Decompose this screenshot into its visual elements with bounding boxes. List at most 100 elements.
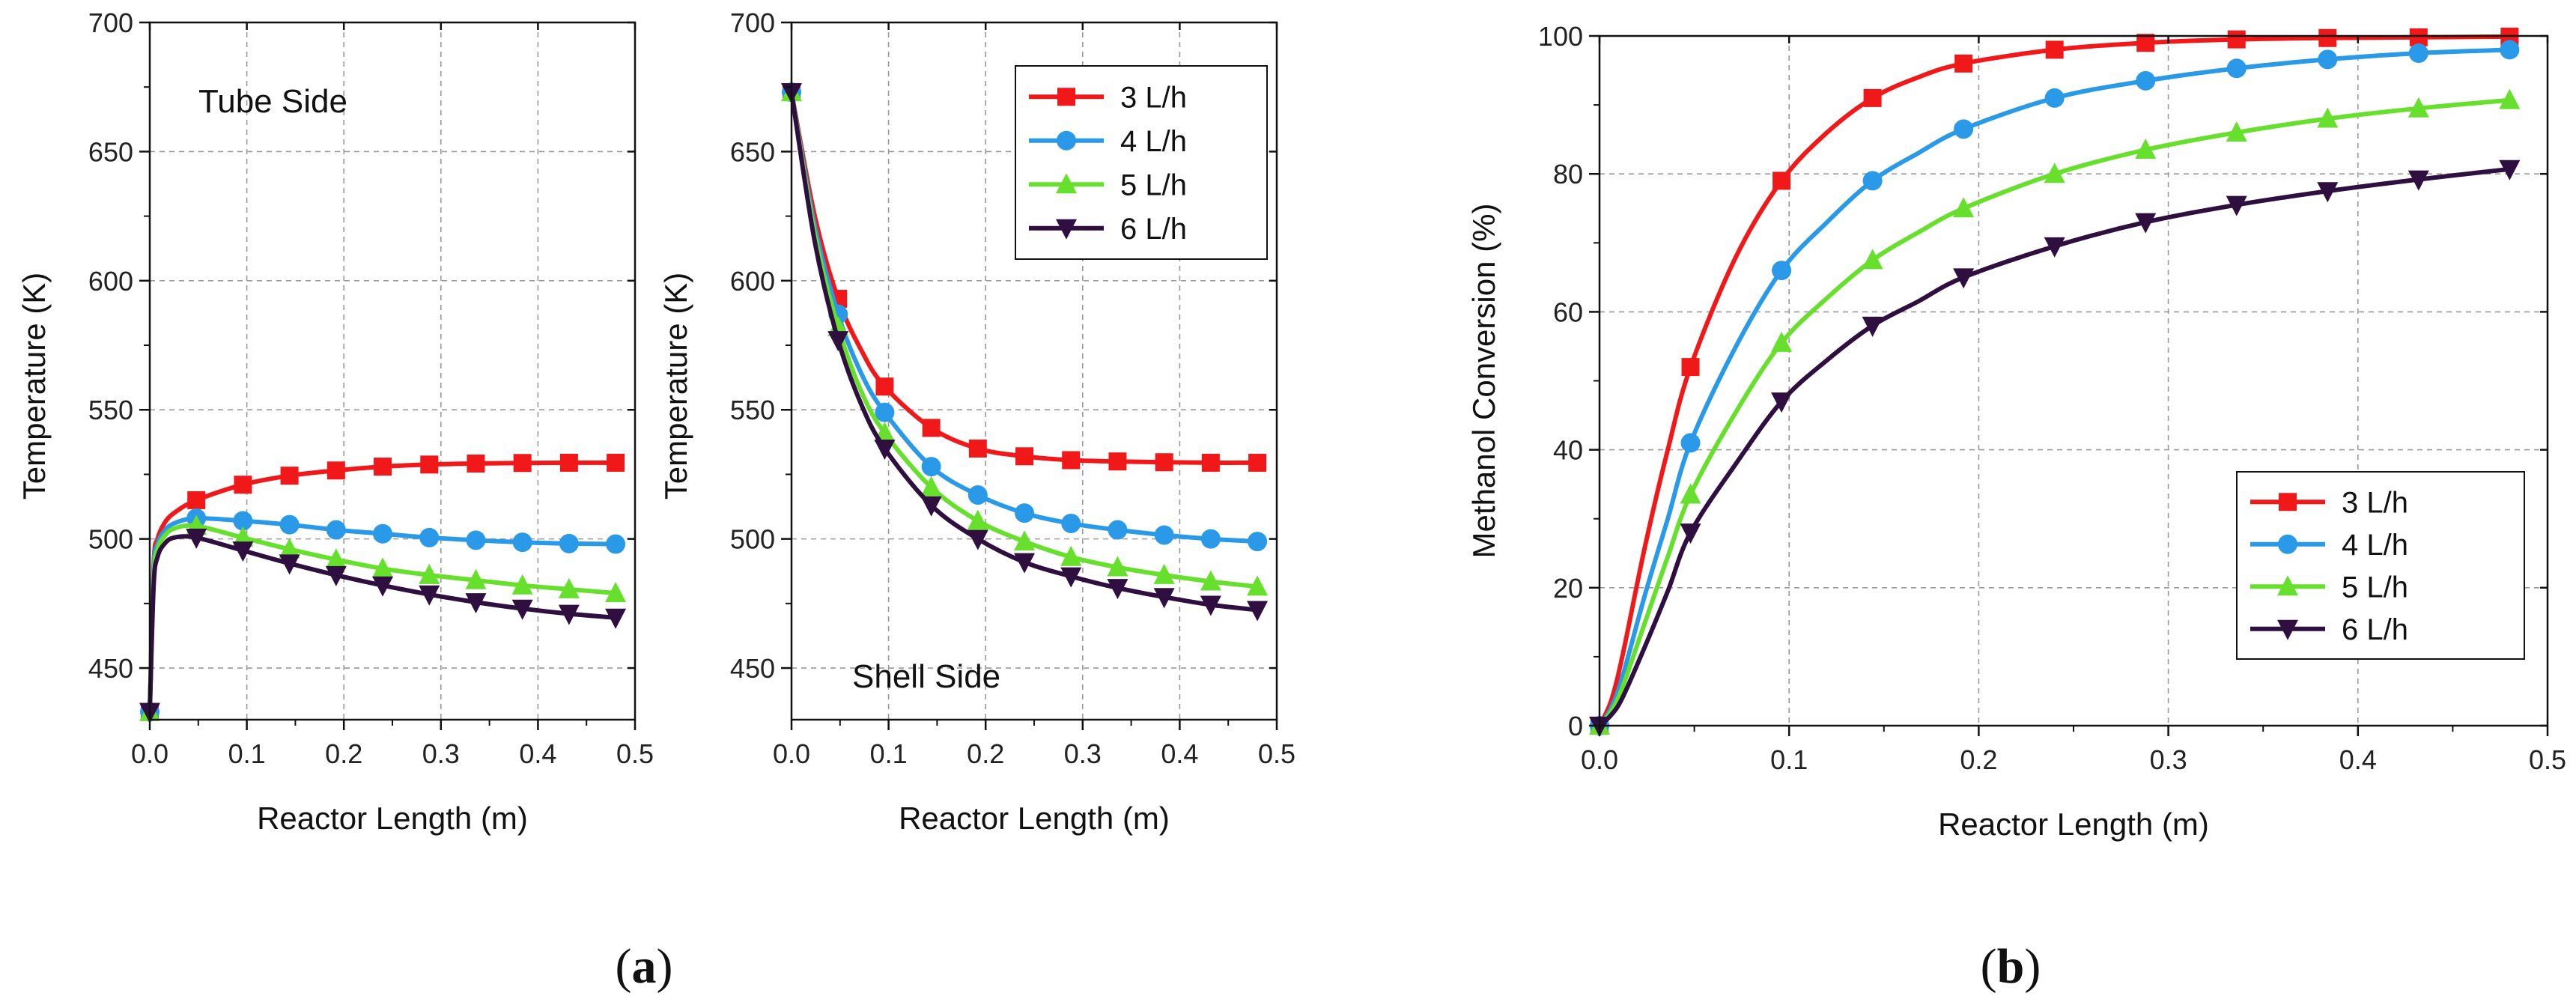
data-point-3-l-h: [1681, 358, 1700, 377]
data-point-6-l-h: [2044, 237, 2065, 258]
data-point-4-l-h: [921, 457, 941, 477]
data-point-4-l-h: [606, 534, 626, 554]
data-point-4-l-h: [559, 533, 579, 553]
legend-marker: [2277, 619, 2298, 640]
data-point-6-l-h: [967, 529, 988, 550]
y-tick-label: 20: [1553, 573, 1583, 604]
data-point-6-l-h: [1953, 268, 1975, 289]
data-point-6-l-h: [2135, 213, 2157, 234]
data-point-6-l-h: [1060, 567, 1082, 588]
data-point-6-l-h: [1862, 316, 1883, 337]
data-point-6-l-h: [1247, 601, 1269, 622]
data-point-3-l-h: [1155, 453, 1173, 472]
y-tick-label: 600: [730, 266, 775, 297]
data-point-5-l-h: [1953, 197, 1975, 218]
x-tick-label: 0.1: [1770, 744, 1808, 775]
data-point-3-l-h: [1772, 171, 1791, 190]
x-tick-label: 0.0: [773, 738, 810, 769]
series-6-l-h: [781, 83, 1269, 622]
data-point-3-l-h: [2318, 28, 2337, 47]
data-point-5-l-h: [1200, 570, 1221, 591]
legend-label: 4 L/h: [1120, 125, 1187, 158]
data-point-5-l-h: [2499, 88, 2521, 109]
legend-label: 5 L/h: [1120, 168, 1187, 201]
y-tick-label: 700: [730, 7, 775, 38]
legend-marker: [2279, 493, 2297, 511]
data-point-3-l-h: [1108, 452, 1127, 471]
data-point-6-l-h: [920, 496, 942, 517]
legend-entry-6-l-h: 6 L/h: [2250, 613, 2408, 646]
y-tick-label: 450: [88, 653, 133, 684]
data-point-5-l-h: [2408, 97, 2429, 118]
legend-entry-5-l-h: 5 L/h: [1029, 168, 1187, 201]
data-point-4-l-h: [1772, 261, 1792, 281]
panel-label-a-open: (: [616, 939, 632, 994]
data-point-3-l-h: [875, 377, 894, 396]
data-point-5-l-h: [2044, 163, 2065, 183]
data-point-4-l-h: [875, 402, 895, 422]
y-axis-title: Temperature (K): [16, 273, 52, 500]
series-line-5-l-h: [148, 523, 616, 712]
x-tick-label: 0.5: [1258, 738, 1295, 769]
data-point-3-l-h: [1015, 447, 1034, 466]
data-point-6-l-h: [2499, 160, 2521, 180]
data-point-6-l-h: [232, 541, 254, 562]
y-tick-label: 650: [88, 136, 133, 167]
data-point-3-l-h: [559, 453, 578, 472]
data-point-6-l-h: [419, 585, 440, 606]
legend-entry-4-l-h: 4 L/h: [1029, 125, 1187, 158]
data-point-3-l-h: [1201, 453, 1220, 472]
y-tick-label: 500: [730, 524, 775, 555]
chart-shell-side: 0.0 0.1 0.2 0.3 0.4 0.5 450 500 550 600 650 700 Reac…: [658, 7, 1295, 836]
series-5-l-h: [1589, 88, 2521, 735]
x-tick-label: 0.1: [228, 738, 266, 769]
panel-label-a-close: ): [657, 939, 673, 994]
x-tick-label: 0.2: [967, 738, 1004, 769]
data-point-5-l-h: [1060, 545, 1082, 566]
data-point-5-l-h: [605, 582, 627, 603]
data-point-3-l-h: [1863, 88, 1882, 107]
data-point-5-l-h: [419, 563, 440, 584]
data-point-6-l-h: [1014, 553, 1036, 574]
data-point-4-l-h: [233, 511, 253, 531]
data-point-5-l-h: [920, 476, 942, 497]
data-point-5-l-h: [1107, 556, 1128, 577]
data-point-3-l-h: [374, 458, 392, 476]
data-point-5-l-h: [2317, 107, 2339, 128]
data-point-4-l-h: [1954, 119, 1974, 139]
data-point-4-l-h: [1200, 529, 1221, 549]
legend: 3 L/h 4 L/h 5 L/h 6 L/h: [2236, 471, 2525, 660]
series-line-5-l-h: [789, 91, 1258, 589]
data-point-5-l-h: [1862, 249, 1883, 270]
series-3-l-h: [783, 83, 1267, 472]
data-point-3-l-h: [1248, 453, 1267, 472]
data-point-5-l-h: [325, 548, 347, 569]
data-point-6-l-h: [605, 608, 627, 629]
x-axis-title: Reactor Length (m): [1938, 807, 2209, 842]
data-point-3-l-h: [2045, 40, 2064, 59]
panel-label-a: (a): [616, 939, 673, 994]
data-point-6-l-h: [1680, 523, 1701, 544]
data-point-4-l-h: [2408, 43, 2428, 64]
data-point-6-l-h: [186, 528, 207, 549]
y-tick-label: 500: [88, 524, 133, 555]
panel-label-a-letter: a: [632, 939, 657, 994]
data-point-5-l-h: [1014, 530, 1036, 551]
legend-label: 4 L/h: [2342, 529, 2408, 562]
data-point-5-l-h: [967, 509, 988, 530]
y-tick-label: 550: [88, 395, 133, 425]
data-point-4-l-h: [419, 527, 440, 547]
data-point-3-l-h: [2227, 30, 2246, 49]
data-point-4-l-h: [1108, 520, 1128, 540]
legend-entry-4-l-h: 4 L/h: [2250, 529, 2408, 562]
legend: 3 L/h 4 L/h 5 L/h 6 L/h: [1015, 65, 1268, 260]
data-point-5-l-h: [2226, 121, 2247, 142]
y-tick-label: 700: [88, 7, 133, 38]
data-point-6-l-h: [325, 565, 347, 586]
data-point-4-l-h: [2226, 58, 2247, 79]
gridlines: [150, 22, 635, 720]
series-line-3-l-h: [1597, 34, 2510, 727]
data-point-5-l-h: [279, 538, 300, 559]
data-point-4-l-h: [1154, 525, 1174, 545]
y-tick-label: 0: [1568, 711, 1583, 741]
